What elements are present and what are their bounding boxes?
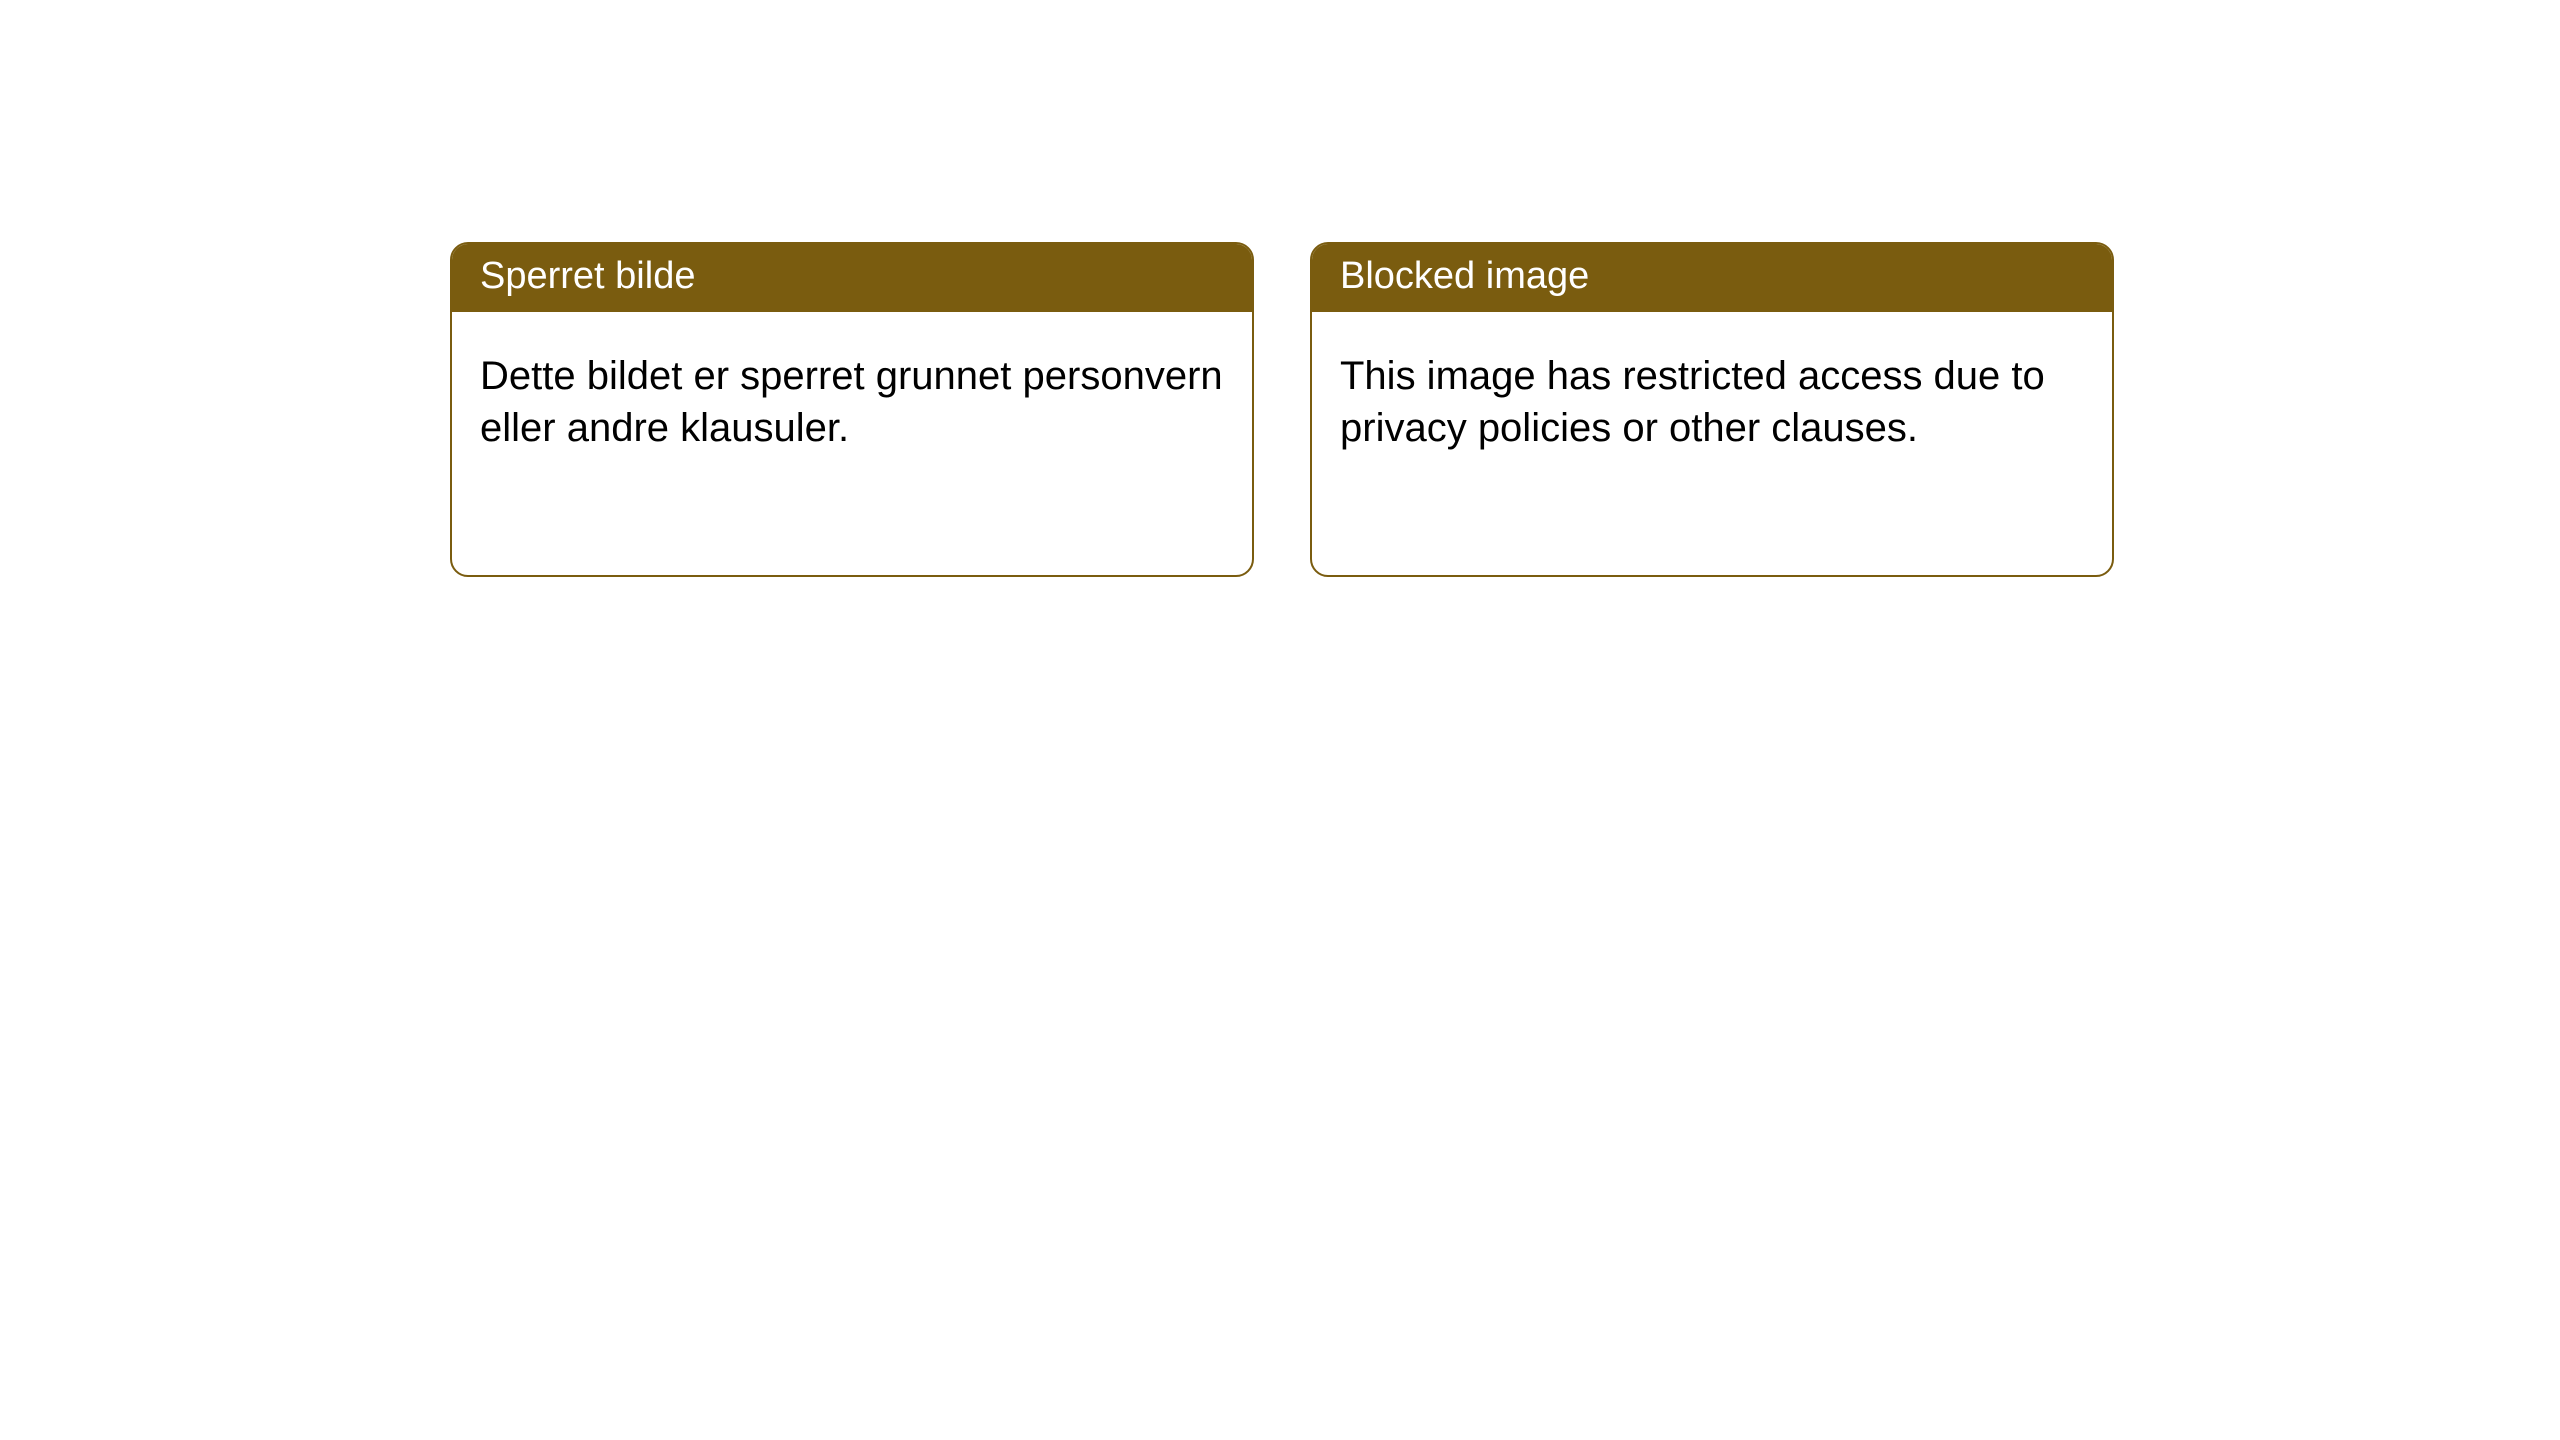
- notice-card-norwegian: Sperret bilde Dette bildet er sperret gr…: [450, 242, 1254, 577]
- notice-card-english: Blocked image This image has restricted …: [1310, 242, 2114, 577]
- notice-title: Sperret bilde: [452, 244, 1252, 312]
- notice-body-text: This image has restricted access due to …: [1312, 312, 2112, 492]
- notice-title: Blocked image: [1312, 244, 2112, 312]
- notice-body-text: Dette bildet er sperret grunnet personve…: [452, 312, 1252, 492]
- notice-container: Sperret bilde Dette bildet er sperret gr…: [0, 0, 2560, 577]
